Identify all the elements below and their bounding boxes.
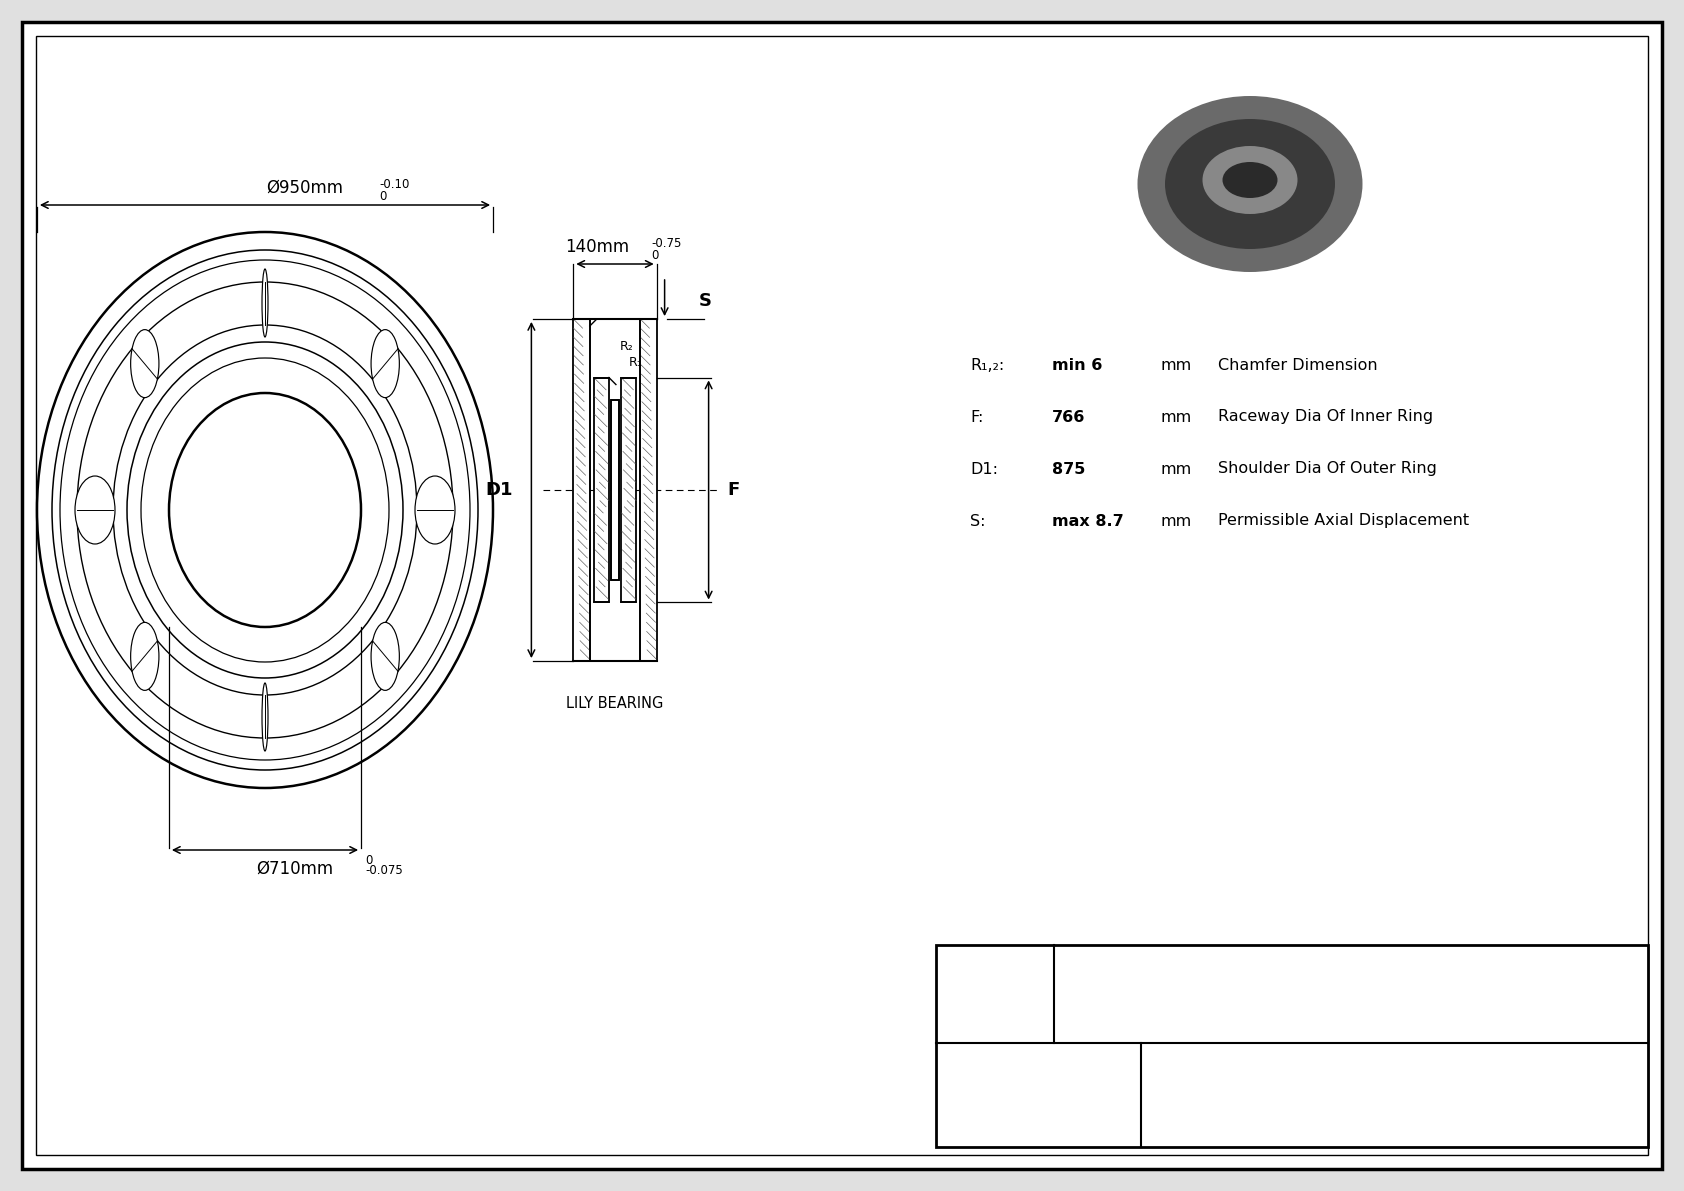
- Ellipse shape: [131, 623, 158, 691]
- Text: Part
Number: Part Number: [963, 975, 1027, 1012]
- Text: F: F: [727, 481, 739, 499]
- Bar: [936, 944, 1649, 1147]
- Ellipse shape: [414, 476, 455, 544]
- Text: mm: mm: [1160, 513, 1191, 529]
- Bar: [640, 319, 657, 661]
- Text: R₁: R₁: [630, 356, 643, 369]
- Text: R₂: R₂: [620, 341, 633, 354]
- Ellipse shape: [370, 623, 399, 691]
- Bar: [611, 400, 620, 580]
- Text: Chamfer Dimension: Chamfer Dimension: [1218, 357, 1378, 373]
- Bar: [621, 378, 637, 603]
- Text: Shoulder Dia Of Outer Ring: Shoulder Dia Of Outer Ring: [1218, 461, 1436, 476]
- Text: 766: 766: [1052, 410, 1086, 424]
- Text: 0: 0: [379, 191, 386, 202]
- Bar: [573, 319, 589, 661]
- Text: 140mm: 140mm: [564, 238, 630, 256]
- Text: S:: S:: [970, 513, 985, 529]
- Ellipse shape: [1165, 119, 1335, 249]
- Text: -0.10: -0.10: [379, 177, 409, 191]
- Text: Ø950mm: Ø950mm: [266, 179, 344, 197]
- Text: min 6: min 6: [1052, 357, 1103, 373]
- Ellipse shape: [1202, 146, 1297, 214]
- Text: mm: mm: [1160, 357, 1191, 373]
- Ellipse shape: [76, 476, 115, 544]
- Ellipse shape: [1223, 162, 1278, 198]
- Bar: [611, 400, 620, 580]
- Text: mm: mm: [1160, 410, 1191, 424]
- Text: 0: 0: [652, 249, 658, 262]
- Text: -0.75: -0.75: [652, 237, 682, 250]
- Text: Raceway Dia Of Inner Ring: Raceway Dia Of Inner Ring: [1218, 410, 1433, 424]
- Ellipse shape: [370, 330, 399, 398]
- Text: S: S: [699, 292, 712, 310]
- Text: SHANGHAI LILY BEARING LIMITED: SHANGHAI LILY BEARING LIMITED: [1211, 1097, 1578, 1116]
- Text: 875: 875: [1052, 461, 1086, 476]
- Text: Email: lilybearing@lily-bearing.com: Email: lilybearing@lily-bearing.com: [1260, 1064, 1531, 1079]
- Text: LILY BEARING: LILY BEARING: [566, 696, 663, 711]
- Text: F:: F:: [970, 410, 983, 424]
- Text: 0: 0: [365, 854, 372, 867]
- Ellipse shape: [131, 330, 158, 398]
- Text: -0.075: -0.075: [365, 863, 402, 877]
- Text: D1:: D1:: [970, 461, 999, 476]
- Bar: [594, 378, 610, 603]
- Text: ®: ®: [1100, 1120, 1116, 1137]
- Ellipse shape: [263, 682, 268, 752]
- Text: Permissible Axial Displacement: Permissible Axial Displacement: [1218, 513, 1468, 529]
- Text: D1: D1: [485, 481, 514, 499]
- Ellipse shape: [1137, 96, 1362, 272]
- Ellipse shape: [263, 269, 268, 337]
- Text: mm: mm: [1160, 461, 1191, 476]
- Text: R₁,₂:: R₁,₂:: [970, 357, 1004, 373]
- Text: max 8.7: max 8.7: [1052, 513, 1123, 529]
- Text: Ø710mm: Ø710mm: [256, 860, 333, 878]
- Text: LILY: LILY: [973, 1066, 1103, 1123]
- Text: NU 29/710 ECMA Cylindrical Roller Bearings: NU 29/710 ECMA Cylindrical Roller Bearin…: [1154, 985, 1549, 1003]
